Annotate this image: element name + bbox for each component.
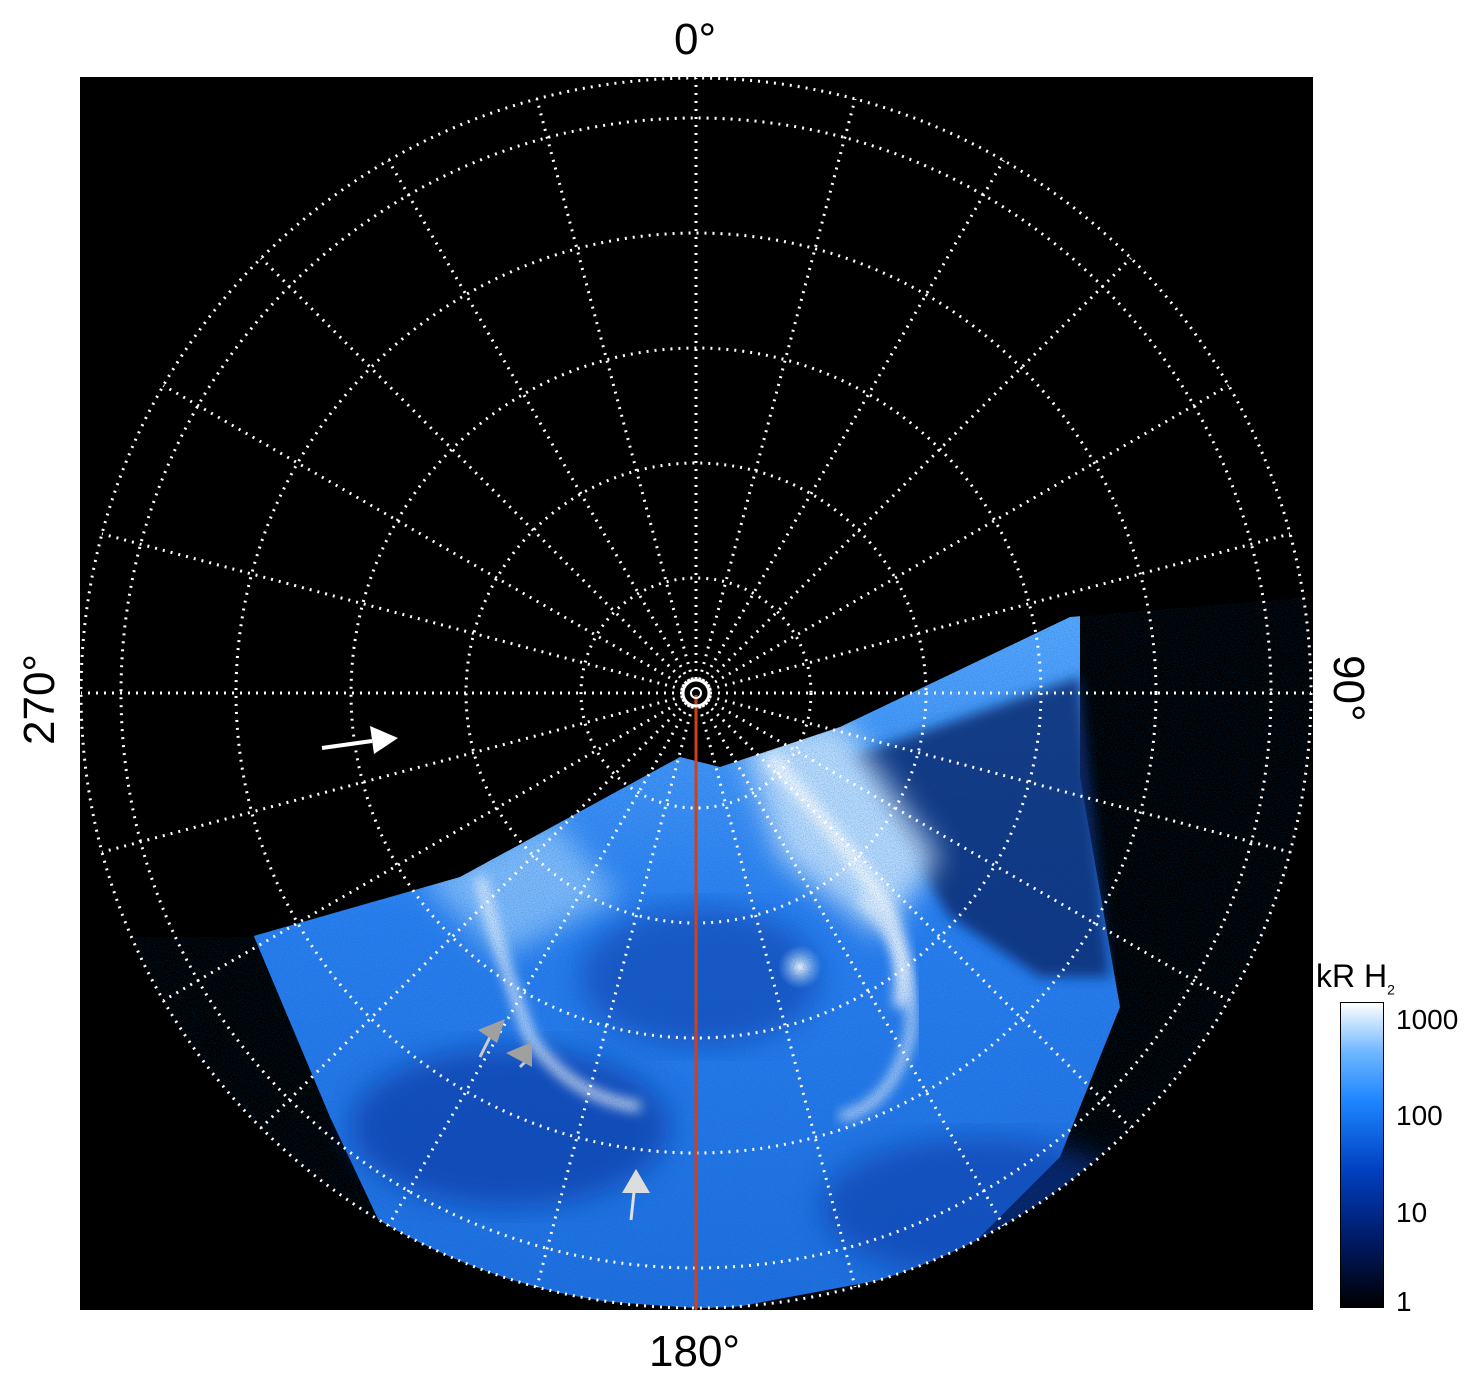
arrow-white-icon — [321, 726, 398, 754]
colorbar — [1340, 1002, 1384, 1308]
latitude-circle — [234, 231, 1158, 1155]
longitude-label-0: 0° — [674, 15, 717, 64]
colorbar-tick-100: 100 — [1396, 1100, 1443, 1131]
colorbar-tick-1: 1 — [1396, 1286, 1412, 1317]
colorbar-title: kR H2 — [1316, 958, 1395, 998]
colorbar-tick-1000: 1000 — [1396, 1004, 1459, 1035]
longitude-label-270: 270° — [15, 653, 64, 745]
polar-aurora-image — [80, 77, 1313, 1310]
pole-marker-inner — [690, 687, 702, 699]
longitude-label-90: 90° — [1324, 655, 1373, 722]
colorbar-tick-10: 10 — [1396, 1197, 1428, 1228]
aurora-emission — [81, 78, 1311, 1308]
latitude-circle — [349, 346, 1043, 1040]
arrow-gray-up-left-icon — [478, 1019, 505, 1058]
longitude-label-180: 180° — [649, 1327, 741, 1376]
pole-marker-outer — [681, 678, 711, 708]
latitude-circle — [579, 576, 813, 810]
arrow-light-up-icon — [622, 1169, 650, 1221]
arrow-gray-left-icon — [506, 1042, 532, 1069]
